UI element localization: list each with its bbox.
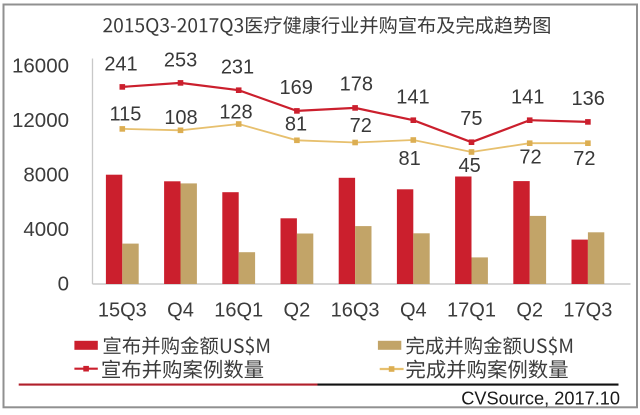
svg-text:231: 231 [221, 57, 254, 79]
svg-text:136: 136 [572, 88, 605, 110]
svg-text:115: 115 [110, 103, 142, 125]
svg-text:4000: 4000 [23, 218, 69, 241]
svg-text:253: 253 [164, 49, 197, 71]
svg-text:16Q1: 16Q1 [214, 299, 263, 321]
svg-text:81: 81 [398, 148, 420, 170]
svg-text:Q2: Q2 [516, 299, 543, 321]
svg-text:45: 45 [458, 155, 480, 177]
svg-text:72: 72 [573, 148, 595, 170]
svg-text:0: 0 [58, 273, 69, 296]
svg-text:Q4: Q4 [400, 299, 427, 321]
svg-text:81: 81 [285, 114, 307, 136]
svg-text:17Q1: 17Q1 [447, 299, 496, 321]
svg-text:128: 128 [219, 101, 252, 123]
svg-text:141: 141 [511, 87, 544, 109]
svg-text:141: 141 [396, 87, 429, 109]
svg-text:72: 72 [350, 115, 372, 137]
svg-text:108: 108 [164, 107, 197, 129]
svg-text:178: 178 [340, 73, 373, 95]
svg-text:Q4: Q4 [167, 299, 194, 321]
svg-text:12000: 12000 [12, 109, 69, 132]
svg-text:241: 241 [104, 53, 137, 75]
svg-text:15Q3: 15Q3 [98, 299, 147, 321]
svg-text:Q2: Q2 [284, 299, 311, 321]
svg-text:169: 169 [280, 77, 313, 99]
svg-text:75: 75 [460, 108, 482, 130]
svg-text:17Q3: 17Q3 [563, 299, 612, 321]
svg-text:8000: 8000 [23, 164, 69, 187]
svg-text:72: 72 [519, 147, 541, 169]
svg-text:16000: 16000 [12, 54, 69, 77]
svg-text:16Q3: 16Q3 [331, 299, 380, 321]
svg-text:CVSource, 2017.10: CVSource, 2017.10 [461, 389, 620, 409]
